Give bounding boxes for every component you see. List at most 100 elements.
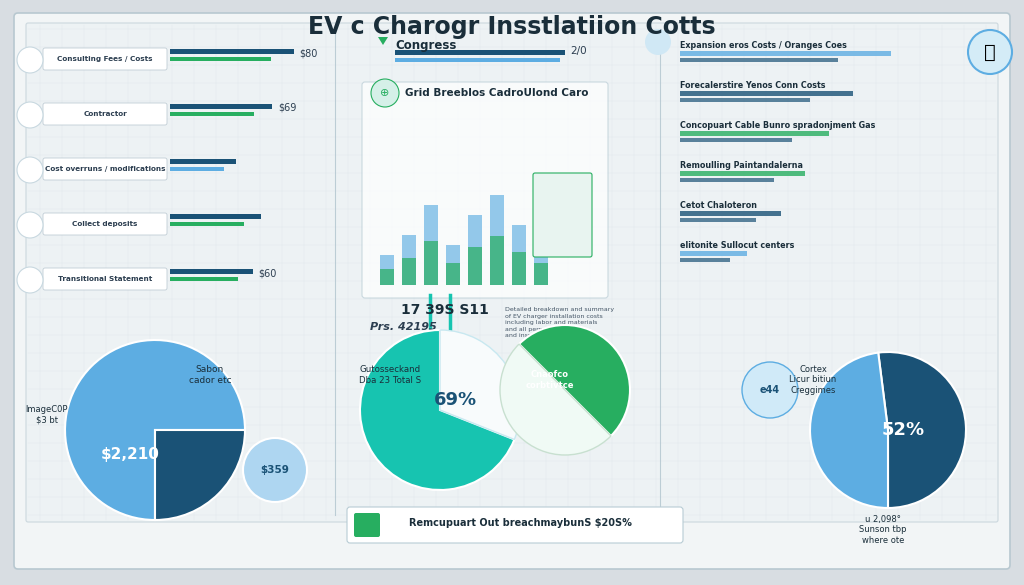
Bar [680,131,828,136]
Text: elitonite Sullocut centers: elitonite Sullocut centers [680,240,795,249]
Bar [446,245,460,285]
Circle shape [17,102,43,128]
Wedge shape [500,344,611,455]
FancyArrow shape [170,112,254,116]
Text: $80: $80 [300,48,318,58]
Bar [680,258,730,262]
Text: 69%: 69% [433,391,476,409]
Text: Congress: Congress [395,39,457,51]
Wedge shape [155,430,245,520]
Wedge shape [65,340,245,520]
Text: 52%: 52% [882,421,925,439]
Text: 🛡: 🛡 [984,43,996,61]
Circle shape [243,438,307,502]
Text: lmageC0P
$3 bt: lmageC0P $3 bt [26,405,69,425]
Bar [680,98,810,102]
FancyBboxPatch shape [362,82,608,298]
Bar [680,51,891,56]
Circle shape [371,79,399,107]
Wedge shape [879,352,966,508]
Bar [490,195,504,285]
Text: Transitional Statement: Transitional Statement [58,276,153,282]
FancyArrow shape [170,159,236,163]
Text: $69: $69 [279,103,297,113]
Text: Expansion eros Costs / Oranges Coes: Expansion eros Costs / Oranges Coes [680,40,847,50]
Bar [680,58,839,62]
FancyArrow shape [170,214,261,219]
Bar [446,263,460,285]
Wedge shape [519,325,630,436]
Circle shape [17,267,43,293]
FancyArrow shape [170,167,224,171]
Wedge shape [440,330,520,439]
Text: 2/0: 2/0 [570,46,587,56]
Bar [534,263,548,285]
Circle shape [645,29,671,55]
Text: Remoulling Paintandalerna: Remoulling Paintandalerna [680,160,803,170]
Text: Cortex
Licur bitiun
Creggimes: Cortex Licur bitiun Creggimes [790,365,837,395]
Bar [680,251,748,256]
Bar [468,246,482,285]
FancyArrow shape [170,269,253,274]
Bar [424,205,438,285]
Text: Grid Breeblos CadroUlond Caro: Grid Breeblos CadroUlond Caro [406,88,589,98]
Bar [680,171,805,176]
Bar [680,218,756,222]
FancyBboxPatch shape [347,507,683,543]
Bar [490,236,504,285]
Text: Consulting Fees / Costs: Consulting Fees / Costs [57,56,153,62]
Circle shape [17,47,43,73]
FancyBboxPatch shape [354,513,380,537]
Text: Gutosseckand
Dba 23 Total S: Gutosseckand Dba 23 Total S [359,365,421,385]
FancyBboxPatch shape [43,48,167,70]
Bar [680,178,773,182]
Text: Concopuart Cable Bunro spradonjment Gas: Concopuart Cable Bunro spradonjment Gas [680,121,876,129]
Text: 17 39S S11: 17 39S S11 [401,303,488,317]
Text: $60: $60 [258,268,276,278]
Text: Cost overruns / modifications: Cost overruns / modifications [45,166,165,172]
Bar [680,91,853,96]
Text: Contractor: Contractor [83,111,127,117]
Circle shape [968,30,1012,74]
Bar [512,225,526,285]
FancyArrow shape [170,277,238,281]
Polygon shape [378,37,388,45]
FancyBboxPatch shape [14,13,1010,569]
Text: Detailed breakdown and summary
of EV charger installation costs
including labor : Detailed breakdown and summary of EV cha… [505,307,614,338]
Bar [380,255,394,285]
Wedge shape [810,353,888,508]
Text: e44: e44 [760,385,780,395]
Text: Collect deposits: Collect deposits [73,221,137,227]
Text: u 2,098°
Sunson tbp
where ote: u 2,098° Sunson tbp where ote [859,515,906,545]
FancyArrow shape [170,104,272,108]
FancyBboxPatch shape [43,158,167,180]
Bar [380,269,394,285]
Bar [402,257,416,285]
FancyArrow shape [170,57,271,61]
Text: Sabon
cador etc: Sabon cador etc [188,365,231,385]
Circle shape [17,212,43,238]
Bar [534,245,548,285]
Circle shape [742,362,798,418]
FancyBboxPatch shape [26,23,998,522]
Bar [680,211,780,216]
Bar [402,235,416,285]
Text: Cnaofco
corbtivtce: Cnaofco corbtivtce [525,370,574,390]
FancyBboxPatch shape [43,213,167,235]
Bar [468,215,482,285]
Text: Forecalerstire Yenos Conn Costs: Forecalerstire Yenos Conn Costs [680,81,825,90]
Text: Remcupuart Out breachmaybunS $20S%: Remcupuart Out breachmaybunS $20S% [409,518,632,528]
Text: EV c Charogr Insstlatiion Cotts: EV c Charogr Insstlatiion Cotts [308,15,716,39]
Bar [424,241,438,285]
Text: Prs. 42195: Prs. 42195 [370,322,437,332]
FancyBboxPatch shape [43,268,167,290]
Bar [512,252,526,285]
FancyArrow shape [170,49,294,53]
Bar [395,58,560,62]
Text: $2,210: $2,210 [100,448,160,463]
FancyBboxPatch shape [43,103,167,125]
Bar [395,50,565,55]
Wedge shape [360,330,514,490]
Bar [680,138,792,142]
Text: Cetot Chaloteron: Cetot Chaloteron [680,201,757,209]
